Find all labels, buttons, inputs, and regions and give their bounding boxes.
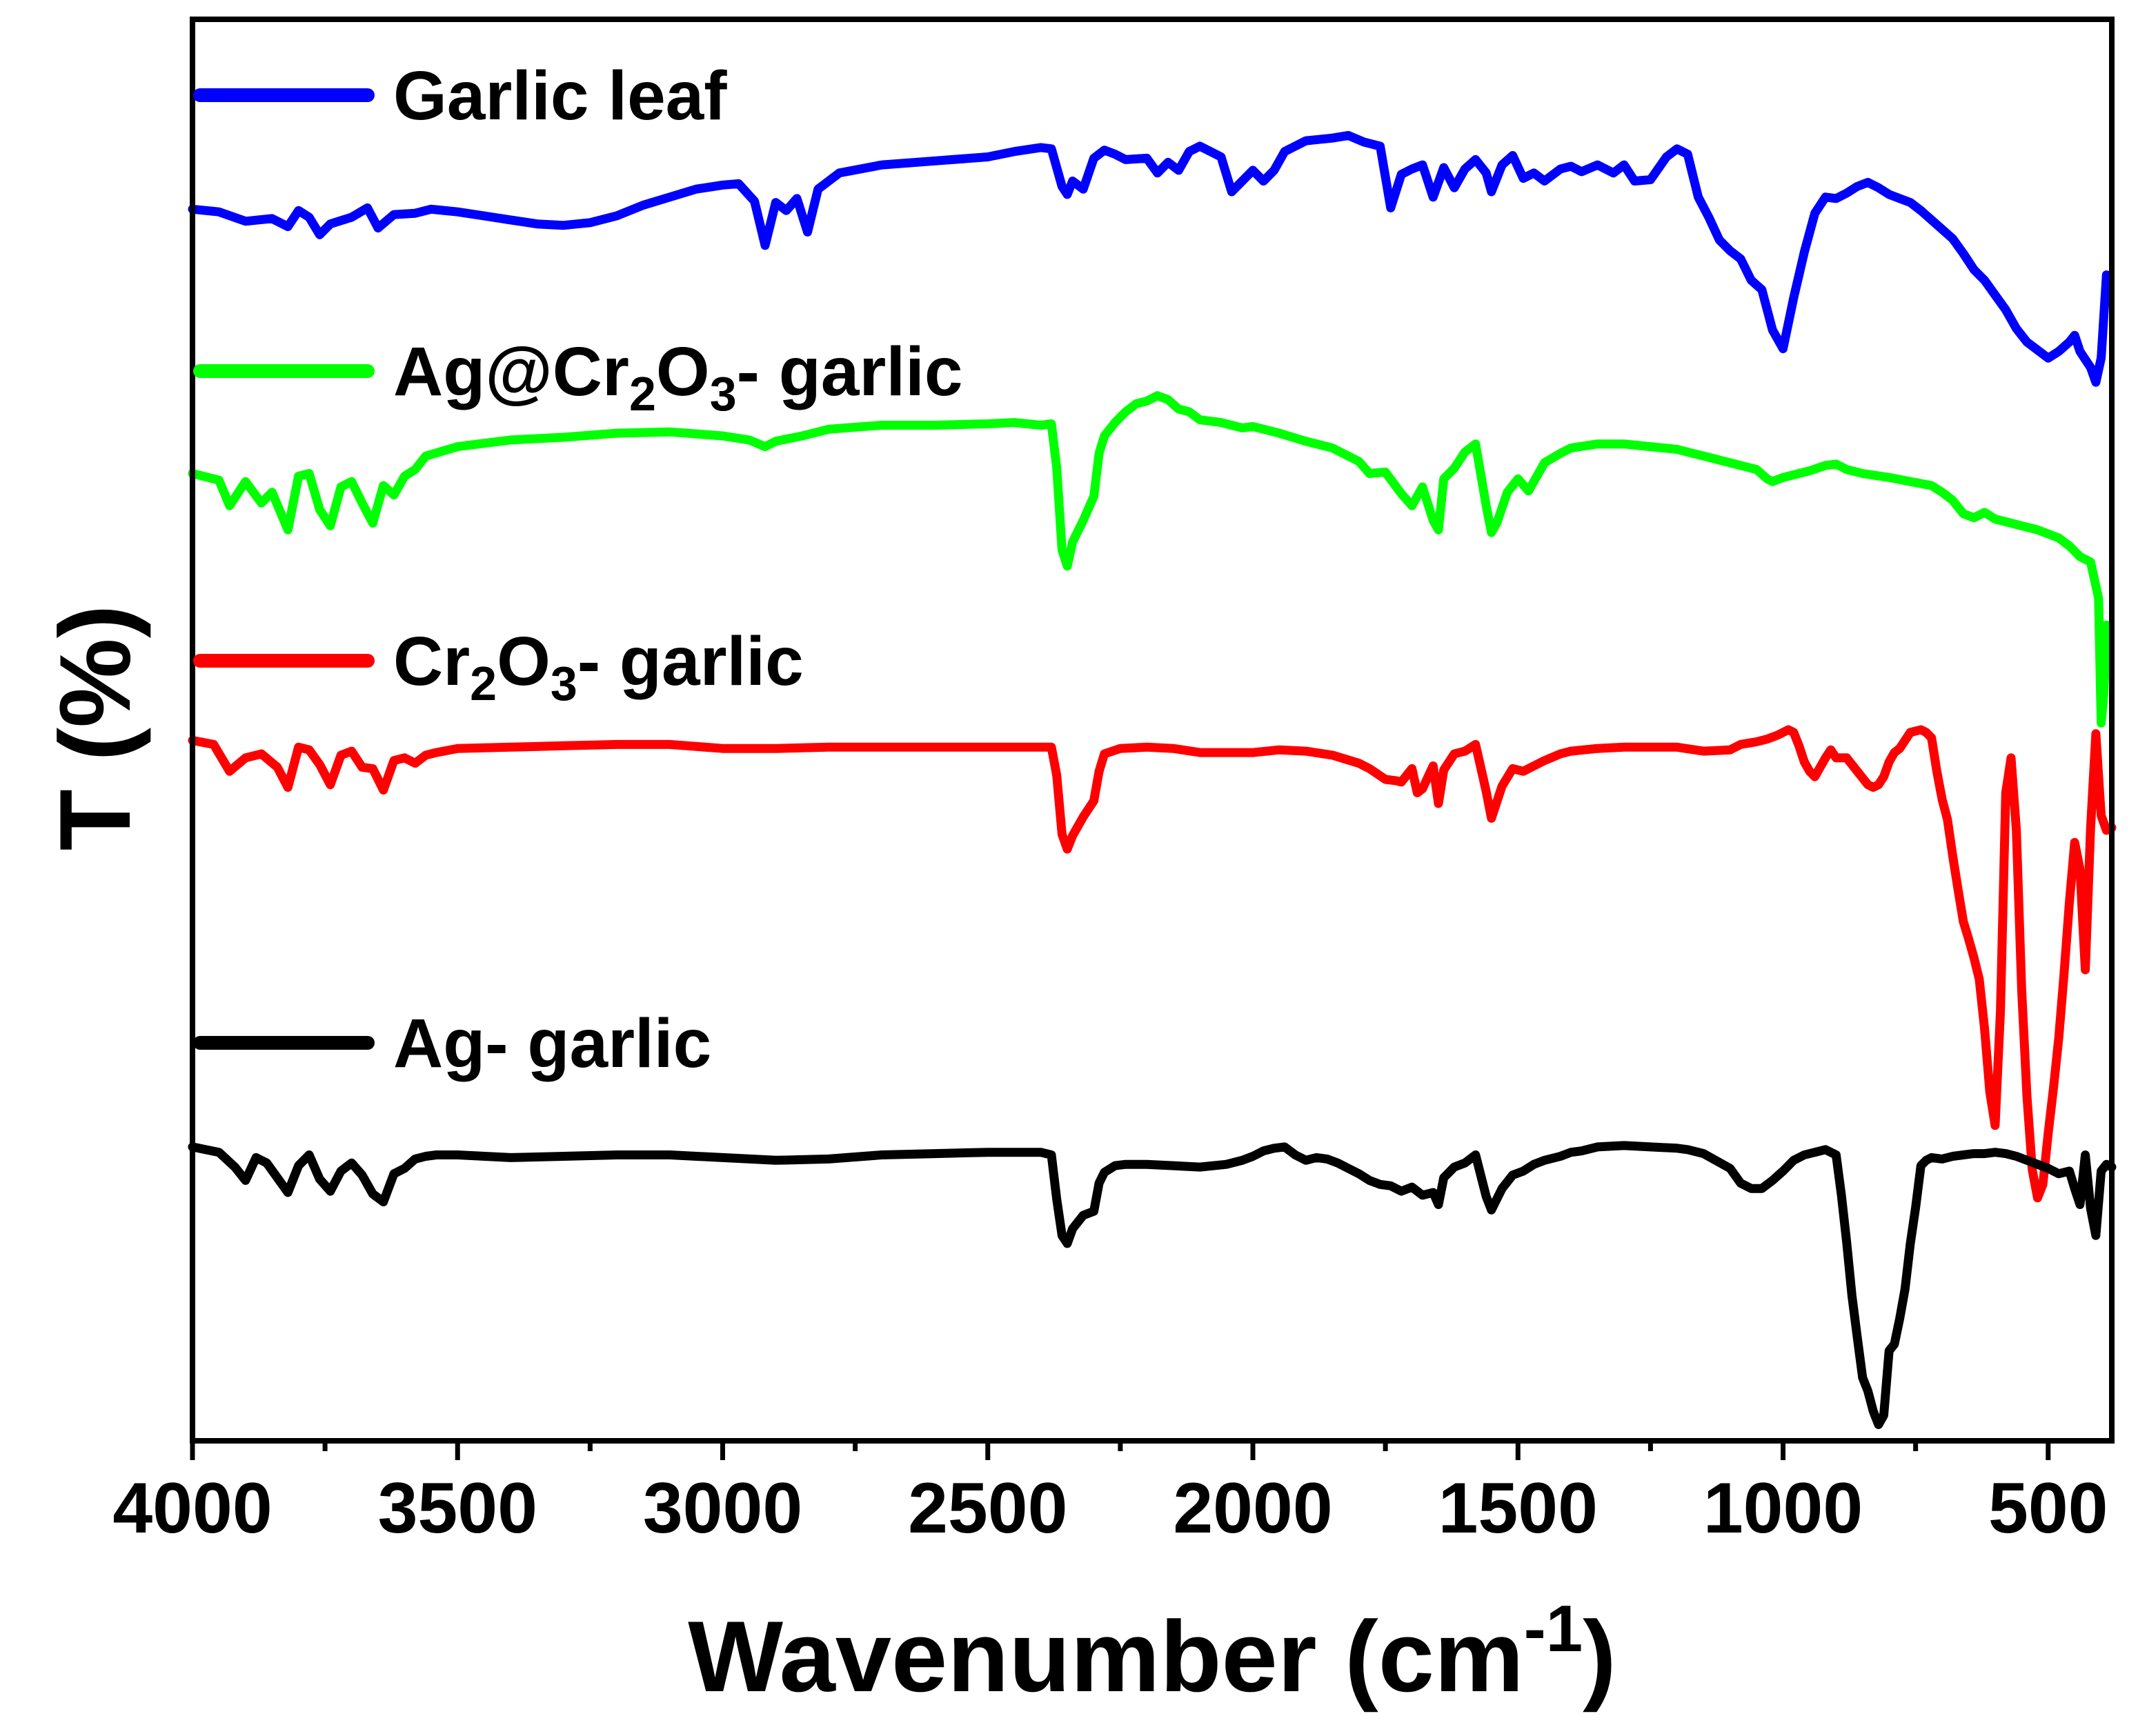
legend: Garlic leaf Ag@Cr2O3- garlic Cr2O3- garlic… — [193, 57, 963, 1082]
series-line-garlic-leaf — [188, 130, 2111, 387]
x-tick-label-1500: 1500 — [1438, 1468, 1598, 1548]
series-line-cr2o3-garlic — [188, 725, 2117, 1203]
legend-label-cr2o3-garlic: Cr2O3- garlic — [393, 623, 804, 710]
series-layer — [188, 130, 2117, 1429]
x-tick-label-2000: 2000 — [1173, 1468, 1332, 1548]
series-line-ag-cr2o3-garlic — [188, 391, 2111, 728]
legend-label-ag-garlic: Ag- garlic — [393, 1005, 711, 1082]
x-tick-label-3000: 3000 — [643, 1468, 802, 1548]
series-line-ag-garlic — [188, 1141, 2117, 1429]
plot-frame — [190, 17, 2115, 1444]
x-tick-label-500: 500 — [1988, 1468, 2108, 1548]
x-tick-label-4000: 4000 — [112, 1468, 272, 1548]
legend-item-ag-cr2o3-garlic: Ag@Cr2O3- garlic — [193, 333, 963, 421]
x-tick-label-2500: 2500 — [908, 1468, 1067, 1548]
legend-label-garlic-leaf: Garlic leaf — [393, 57, 727, 134]
legend-item-garlic-leaf: Garlic leaf — [193, 57, 727, 134]
legend-label-ag-cr2o3-garlic: Ag@Cr2O3- garlic — [393, 333, 963, 421]
x-tick-label-1000: 1000 — [1703, 1468, 1863, 1548]
x-axis-title: Wavenumber (cm-1) — [688, 1592, 1616, 1713]
x-tick-label-3500: 3500 — [378, 1468, 537, 1548]
legend-item-cr2o3-garlic: Cr2O3- garlic — [193, 623, 804, 710]
legend-item-ag-garlic: Ag- garlic — [193, 1005, 711, 1082]
x-axis-ticks: 4000 3500 3000 2500 2000 1500 1000 500 — [112, 1441, 2108, 1548]
y-axis-title: T (%) — [39, 605, 151, 851]
